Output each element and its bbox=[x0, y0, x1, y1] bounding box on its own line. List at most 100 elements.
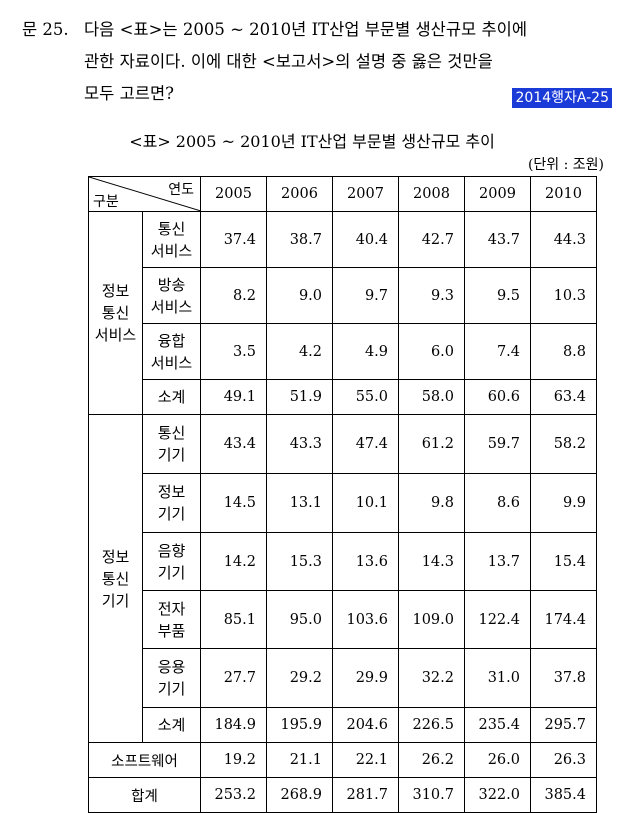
value-cell: 109.0 bbox=[398, 590, 465, 649]
value-cell: 8.8 bbox=[530, 323, 597, 380]
value-cell: 31.0 bbox=[464, 648, 531, 708]
row-label: 방송 서비스 bbox=[142, 267, 201, 324]
row-label: 응용 기기 bbox=[142, 648, 201, 708]
value-cell: 61.2 bbox=[398, 414, 465, 474]
value-cell: 204.6 bbox=[332, 707, 399, 743]
value-cell: 21.1 bbox=[266, 742, 333, 778]
header-diagonal-line bbox=[89, 177, 201, 211]
table-row: 소계 184.9 195.9 204.6 226.5 235.4 295.7 bbox=[89, 707, 597, 743]
value-cell: 51.9 bbox=[266, 379, 333, 415]
value-cell: 44.3 bbox=[530, 211, 597, 268]
question-line-1: 다음 <표>는 2005 ~ 2010년 IT산업 부문별 생산규모 추이에 bbox=[84, 20, 528, 39]
table-row: 합계 253.2 268.9 281.7 310.7 322.0 385.4 bbox=[88, 777, 597, 813]
header-year-label: 연도 bbox=[168, 182, 194, 198]
group-body: 정보 통신 서비스 통신 서비스 37.4 38.7 40.4 42.7 43.7 44.3 방송 서비… bbox=[88, 211, 597, 415]
question-number: 문 25. bbox=[22, 20, 69, 39]
value-cell: 268.9 bbox=[266, 777, 333, 813]
value-cell: 49.1 bbox=[200, 379, 267, 415]
value-cell: 26.2 bbox=[398, 742, 465, 778]
row-label: 통신 서비스 bbox=[142, 211, 201, 268]
group-label: 정보 통신 기기 bbox=[88, 414, 143, 743]
value-cell: 103.6 bbox=[332, 590, 399, 649]
value-cell: 19.2 bbox=[200, 742, 267, 778]
table-title: <표> 2005 ~ 2010년 IT산업 부문별 생산규모 추이 bbox=[129, 132, 495, 151]
question-line-2: 관한 자료이다. 이에 대한 <보고서>의 설명 중 옳은 것만을 bbox=[84, 52, 493, 71]
row-label: 소계 bbox=[142, 707, 201, 743]
value-cell: 38.7 bbox=[266, 211, 333, 268]
value-cell: 43.7 bbox=[464, 211, 531, 268]
table-unit: (단위 : 조원) bbox=[527, 157, 604, 173]
value-cell: 22.1 bbox=[332, 742, 399, 778]
row-label: 융합 서비스 bbox=[142, 323, 201, 380]
year-header: 2007 bbox=[332, 176, 399, 212]
value-cell: 195.9 bbox=[266, 707, 333, 743]
source-tag: 2014행자A-25 bbox=[512, 88, 612, 108]
question-line-3: 모두 고르면? bbox=[84, 84, 174, 103]
value-cell: 37.4 bbox=[200, 211, 267, 268]
value-cell: 14.3 bbox=[398, 532, 465, 591]
value-cell: 14.2 bbox=[200, 532, 267, 591]
software-label: 소프트웨어 bbox=[88, 742, 201, 778]
value-cell: 60.6 bbox=[464, 379, 531, 415]
value-cell: 29.9 bbox=[332, 648, 399, 708]
value-cell: 9.0 bbox=[266, 267, 333, 324]
value-cell: 9.5 bbox=[464, 267, 531, 324]
table-row: 방송 서비스 8.2 9.0 9.7 9.3 9.5 10.3 bbox=[89, 267, 597, 324]
value-cell: 47.4 bbox=[332, 414, 399, 474]
table-row: 융합 서비스 3.5 4.2 4.9 6.0 7.4 8.8 bbox=[89, 323, 597, 380]
value-cell: 13.7 bbox=[464, 532, 531, 591]
value-cell: 58.2 bbox=[530, 414, 597, 474]
value-cell: 9.3 bbox=[398, 267, 465, 324]
row-label: 소계 bbox=[142, 379, 201, 415]
total-label: 합계 bbox=[88, 777, 201, 813]
value-cell: 322.0 bbox=[464, 777, 531, 813]
value-cell: 15.4 bbox=[530, 532, 597, 591]
value-cell: 3.5 bbox=[200, 323, 267, 380]
value-cell: 122.4 bbox=[464, 590, 531, 649]
value-cell: 37.8 bbox=[530, 648, 597, 708]
year-header: 2006 bbox=[266, 176, 333, 212]
value-cell: 43.3 bbox=[266, 414, 333, 474]
year-header: 2010 bbox=[530, 176, 597, 212]
value-cell: 10.1 bbox=[332, 473, 399, 533]
value-cell: 9.7 bbox=[332, 267, 399, 324]
value-cell: 42.7 bbox=[398, 211, 465, 268]
value-cell: 174.4 bbox=[530, 590, 597, 649]
group-label: 정보 통신 서비스 bbox=[88, 211, 143, 415]
value-cell: 63.4 bbox=[530, 379, 597, 415]
value-cell: 295.7 bbox=[530, 707, 597, 743]
value-cell: 8.6 bbox=[464, 473, 531, 533]
value-cell: 184.9 bbox=[200, 707, 267, 743]
value-cell: 26.0 bbox=[464, 742, 531, 778]
row-label: 전자 부품 bbox=[142, 590, 201, 649]
value-cell: 14.5 bbox=[200, 473, 267, 533]
value-cell: 95.0 bbox=[266, 590, 333, 649]
header-category-label: 구분 bbox=[93, 194, 119, 210]
value-cell: 310.7 bbox=[398, 777, 465, 813]
row-label: 통신 기기 bbox=[142, 414, 201, 474]
value-cell: 55.0 bbox=[332, 379, 399, 415]
header-corner-cell: 연도 구분 bbox=[88, 176, 201, 212]
table-row: 정보 통신 기기 통신 기기 43.4 43.3 47.4 61.2 59.7 58.2 bbox=[88, 414, 597, 743]
year-header: 2008 bbox=[398, 176, 465, 212]
value-cell: 32.2 bbox=[398, 648, 465, 708]
value-cell: 385.4 bbox=[530, 777, 597, 813]
value-cell: 281.7 bbox=[332, 777, 399, 813]
table-row: 소프트웨어 19.2 21.1 22.1 26.2 26.0 26.3 bbox=[88, 742, 597, 778]
value-cell: 40.4 bbox=[332, 211, 399, 268]
value-cell: 9.8 bbox=[398, 473, 465, 533]
value-cell: 9.9 bbox=[530, 473, 597, 533]
value-cell: 85.1 bbox=[200, 590, 267, 649]
value-cell: 26.3 bbox=[530, 742, 597, 778]
table-row: 전자 부품 85.1 95.0 103.6 109.0 122.4 174.4 bbox=[89, 590, 597, 649]
value-cell: 15.3 bbox=[266, 532, 333, 591]
value-cell: 10.3 bbox=[530, 267, 597, 324]
table-row: 소계 49.1 51.9 55.0 58.0 60.6 63.4 bbox=[89, 379, 597, 415]
value-cell: 6.0 bbox=[398, 323, 465, 380]
table-row: 음향 기기 14.2 15.3 13.6 14.3 13.7 15.4 bbox=[89, 532, 597, 591]
value-cell: 43.4 bbox=[200, 414, 267, 474]
table-row: 응용 기기 27.7 29.2 29.9 32.2 31.0 37.8 bbox=[89, 648, 597, 708]
group-body: 정보 통신 기기 통신 기기 43.4 43.3 47.4 61.2 59.7 58.2 정보 기기 14… bbox=[88, 414, 597, 743]
value-cell: 58.0 bbox=[398, 379, 465, 415]
table-row: 정보 통신 서비스 통신 서비스 37.4 38.7 40.4 42.7 43.7 44.3 bbox=[88, 211, 597, 415]
